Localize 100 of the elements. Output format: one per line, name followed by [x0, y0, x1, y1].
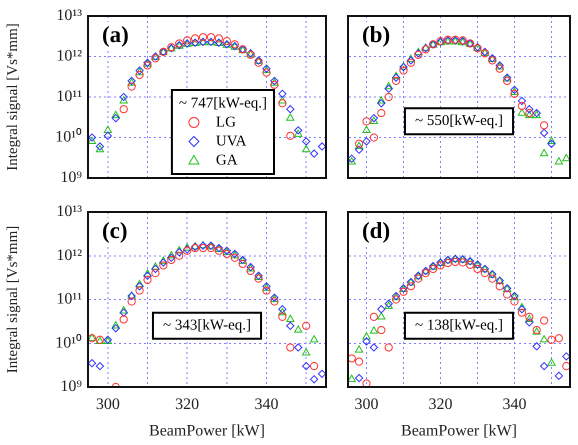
x-tick-label: 320 — [175, 396, 200, 413]
point — [151, 269, 160, 278]
point — [302, 362, 310, 370]
point — [518, 308, 526, 317]
point — [294, 126, 302, 134]
y-tick-label: 10⁹ — [60, 378, 82, 396]
annotation: ~ 343[kW-eq.] — [162, 318, 252, 334]
point — [355, 146, 364, 154]
point — [120, 306, 128, 314]
point — [355, 374, 364, 382]
point — [128, 297, 136, 306]
point — [135, 70, 144, 80]
point — [503, 76, 512, 85]
point — [198, 244, 208, 252]
point — [96, 144, 104, 152]
point — [151, 262, 160, 270]
point — [444, 258, 452, 268]
point — [518, 108, 526, 116]
point — [362, 332, 371, 340]
point — [392, 76, 400, 85]
point — [540, 335, 548, 342]
x-axis-title: BeamPower [kW] — [149, 422, 265, 440]
legend-label: UVA — [216, 133, 247, 150]
point — [422, 269, 430, 278]
point — [254, 58, 263, 67]
point — [480, 269, 489, 278]
point — [392, 295, 400, 304]
point — [112, 114, 120, 122]
point — [318, 370, 326, 378]
point — [436, 261, 445, 270]
point — [278, 99, 286, 108]
y-tick-label: 10¹² — [56, 246, 82, 264]
point — [286, 132, 294, 140]
y-tick-label: 10¹³ — [56, 203, 82, 220]
point — [286, 105, 294, 114]
point — [128, 82, 136, 91]
point — [302, 137, 310, 146]
point — [377, 326, 386, 334]
point — [540, 121, 548, 130]
annotation: (b) — [362, 22, 390, 47]
point — [370, 343, 378, 352]
point — [120, 308, 128, 317]
point — [294, 130, 302, 137]
point — [348, 374, 356, 382]
annotation: ~ 550[kW-eq.] — [414, 113, 504, 130]
point — [547, 358, 556, 366]
point — [518, 302, 526, 310]
point — [278, 90, 286, 98]
point — [348, 157, 356, 164]
point — [175, 246, 184, 254]
x-tick-label: 300 — [96, 396, 120, 413]
point — [518, 102, 526, 110]
point — [370, 312, 378, 322]
point — [496, 282, 504, 290]
point — [214, 246, 223, 255]
point — [262, 286, 271, 295]
point — [518, 305, 526, 314]
point — [191, 34, 200, 42]
point — [104, 132, 112, 140]
point — [120, 315, 128, 324]
point — [473, 264, 482, 274]
point — [384, 82, 393, 90]
point — [518, 96, 526, 106]
point — [384, 84, 393, 93]
point — [451, 258, 460, 266]
y-tick-label: 10¹³ — [56, 7, 82, 24]
x-tick-label: 340 — [502, 396, 526, 413]
point — [151, 264, 160, 274]
legend-title: ~ 747[kW-eq.] — [178, 95, 268, 112]
point — [362, 137, 371, 146]
point — [143, 269, 152, 277]
point — [183, 243, 192, 251]
point — [414, 274, 422, 283]
point — [510, 90, 519, 98]
point — [96, 362, 104, 370]
x-axis-title: BeamPower [kW] — [401, 422, 517, 440]
point — [135, 282, 144, 290]
point — [384, 92, 393, 102]
point — [135, 286, 144, 295]
point — [562, 154, 570, 162]
point — [384, 343, 393, 352]
point — [143, 61, 152, 70]
point — [230, 254, 239, 262]
point — [554, 157, 564, 164]
point — [88, 136, 96, 144]
point — [159, 258, 168, 267]
point — [547, 336, 556, 344]
annotation: (d) — [362, 218, 390, 243]
point — [135, 280, 144, 288]
point — [270, 80, 279, 89]
point — [104, 126, 112, 133]
point — [362, 117, 371, 126]
point — [384, 302, 393, 309]
point — [310, 150, 318, 158]
x-tick-label: 340 — [254, 396, 278, 413]
point — [362, 379, 371, 387]
point — [112, 321, 120, 328]
legend-label: LG — [216, 114, 236, 130]
point — [547, 140, 556, 148]
point — [540, 316, 548, 325]
